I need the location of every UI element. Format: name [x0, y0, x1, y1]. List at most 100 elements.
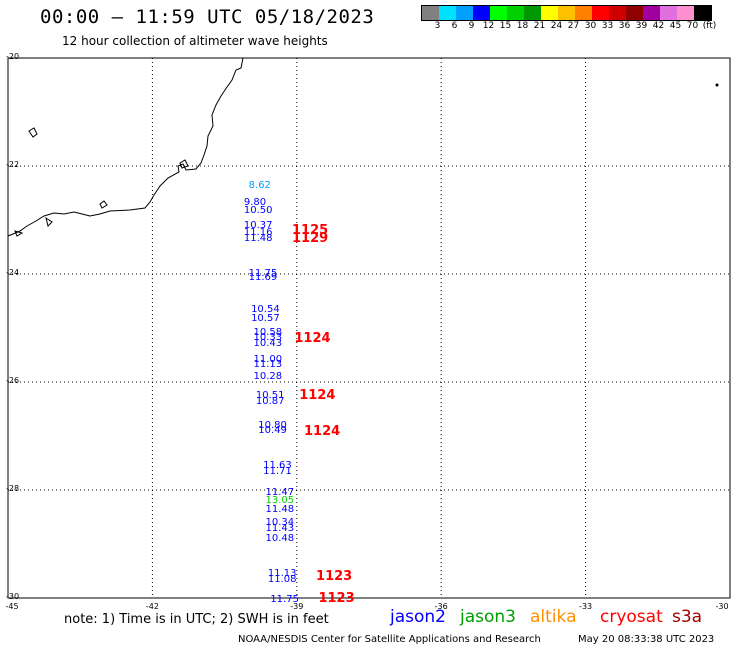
- legend-label: 33: [601, 21, 614, 31]
- wave-height-label: 8.62: [248, 179, 271, 191]
- wave-height-label: 10.57: [251, 312, 280, 324]
- coastline: [7, 57, 244, 237]
- pass-time-label: 1124: [299, 388, 336, 404]
- legend-swatch: [694, 6, 711, 20]
- legend-unit: (ft): [702, 21, 717, 31]
- legend-swatch: [473, 6, 490, 20]
- wave-height-label: 11.00: [253, 353, 283, 365]
- coastline-islands: [14, 127, 189, 237]
- legend-swatch: [609, 6, 626, 20]
- lon-tick-label: -42: [145, 602, 159, 611]
- lat-tick-label: -22: [6, 160, 20, 169]
- legend-swatch: [626, 6, 643, 20]
- wave-height-label: 13.05: [265, 495, 295, 507]
- satellite-name: jason2: [390, 607, 446, 627]
- legend-swatch: [541, 6, 558, 20]
- chart-subtitle: 12 hour collection of altimeter wave hei…: [62, 34, 328, 48]
- wave-height-label: 11.63: [263, 460, 292, 472]
- satellite-name: altika: [530, 607, 577, 627]
- legend-swatch: [439, 6, 456, 20]
- legend-swatch: [490, 6, 507, 20]
- lon-tick-label: -45: [5, 602, 19, 611]
- lon-tick-label: -33: [579, 602, 593, 611]
- satellite-name: s3a: [672, 607, 703, 627]
- legend-swatch: [524, 6, 541, 20]
- pass-time-label: 1125: [291, 222, 329, 238]
- wave-height-label: 11.43: [265, 523, 295, 535]
- footer-credit: NOAA/NESDIS Center for Satellite Applica…: [238, 634, 541, 645]
- footer-timestamp: May 20 08:33:38 UTC 2023: [578, 634, 715, 645]
- wave-height-label: 11.75: [248, 267, 278, 279]
- pass-time-label: 1124: [304, 424, 341, 440]
- wave-height-label: 11.13: [267, 568, 297, 580]
- lat-tick-label: -24: [6, 268, 20, 277]
- wave-height-label: 10.51: [255, 390, 285, 402]
- satellite-name: cryosat: [600, 607, 663, 627]
- legend-swatch: [660, 6, 677, 20]
- wave-height-label: 11.16: [243, 227, 273, 239]
- wave-height-label: 11.47: [265, 487, 295, 499]
- pass-time-label: 1123: [318, 590, 355, 606]
- legend-swatch: [677, 6, 694, 20]
- legend-label: 45: [669, 21, 682, 31]
- pass-time-label: 1129: [291, 230, 329, 246]
- wave-height-label: 10.80: [258, 419, 287, 431]
- legend-swatch: [643, 6, 660, 20]
- wave-height-label: 10.48: [265, 533, 295, 545]
- legend-label: 15: [499, 21, 512, 31]
- wave-height-label: 10.49: [258, 425, 287, 437]
- wave-height-label: 10.50: [243, 204, 273, 216]
- lat-tick-label: -20: [6, 52, 20, 61]
- legend-label: 70: [686, 21, 699, 31]
- legend-label: 39: [635, 21, 648, 31]
- footer-note: note: 1) Time is in UTC; 2) SWH is in fe…: [64, 612, 329, 627]
- legend-label: 9: [468, 21, 475, 31]
- wave-height-label: 10.33: [253, 332, 283, 344]
- satellite-name: jason3: [460, 607, 516, 627]
- legend-label: 36: [618, 21, 631, 31]
- legend-label: 6: [451, 21, 458, 31]
- legend-label: 42: [652, 21, 665, 31]
- legend-label: 24: [550, 21, 563, 31]
- wave-height-label: 10.54: [251, 303, 280, 315]
- color-legend: [421, 5, 712, 21]
- graticule: [7, 57, 731, 599]
- legend-label: 27: [567, 21, 580, 31]
- legend-swatch: [507, 6, 524, 20]
- legend-label: 18: [516, 21, 529, 31]
- wave-height-label: 10.87: [255, 395, 285, 407]
- wave-height-label: 11.69: [248, 272, 278, 284]
- island-dot: [715, 83, 719, 87]
- lon-tick-label: -30: [715, 602, 729, 611]
- legend-swatch: [456, 6, 473, 20]
- chart-title: 00:00 – 11:59 UTC 05/18/2023: [40, 6, 375, 28]
- map-frame: [7, 57, 731, 599]
- legend-swatch: [558, 6, 575, 20]
- lat-tick-label: -28: [6, 484, 20, 493]
- legend-swatch: [575, 6, 592, 20]
- lon-tick-label: -39: [290, 602, 304, 611]
- wave-height-label: 10.58: [253, 326, 283, 338]
- wave-height-label: 10.43: [253, 337, 283, 349]
- legend-label: 3: [434, 21, 441, 31]
- pass-time-label: 1124: [294, 330, 331, 346]
- legend-label: 30: [584, 21, 597, 31]
- lat-tick-label: -26: [6, 376, 20, 385]
- wave-height-label: 10.28: [253, 371, 283, 383]
- legend-label: 21: [533, 21, 546, 31]
- legend-label: 12: [482, 21, 495, 31]
- legend-swatch: [422, 6, 439, 20]
- wave-height-label: 11.08: [267, 573, 297, 585]
- wave-height-label: 10.34: [265, 517, 295, 528]
- wave-height-label: 11.71: [263, 465, 292, 477]
- lon-tick-label: -36: [434, 602, 448, 611]
- wave-height-label: 11.48: [243, 232, 273, 244]
- wave-height-label: 11.75: [270, 594, 299, 606]
- wave-height-label: 9.80: [243, 197, 267, 209]
- lat-tick-label: -30: [6, 592, 20, 601]
- wave-height-label: 11.13: [253, 359, 283, 371]
- wave-height-label: 10.37: [243, 220, 273, 231]
- legend-swatch: [592, 6, 609, 20]
- pass-time-label: 1123: [316, 569, 353, 585]
